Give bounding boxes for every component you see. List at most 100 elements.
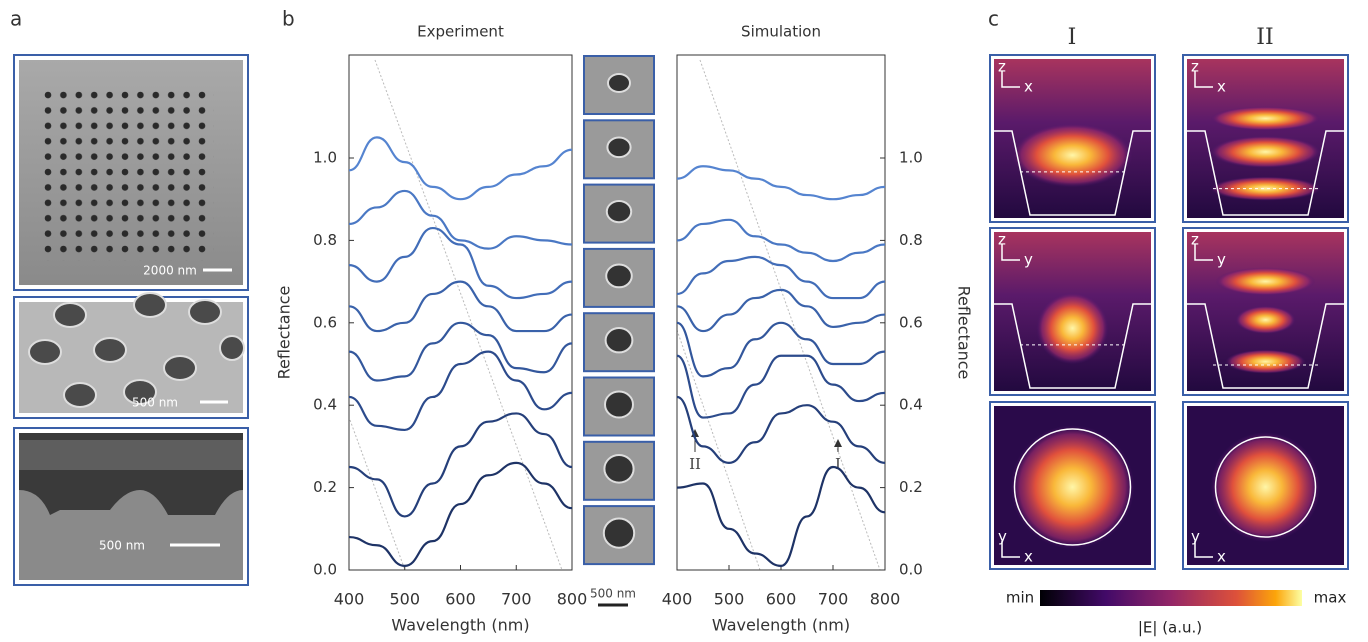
spectrum-line (348, 189, 573, 250)
x-tick-label: 400 (334, 590, 365, 609)
field-map: zx (1182, 54, 1349, 223)
structure-outline (1187, 130, 1344, 216)
chart-title: Simulation (741, 23, 821, 41)
arrow-head (834, 439, 842, 447)
sem-hole (604, 327, 634, 354)
colorbar-label: |E| (a.u.) (1138, 619, 1202, 637)
field-hotspot (1010, 425, 1135, 549)
spectrum-line (676, 165, 886, 201)
x-tick-label: 700 (501, 590, 532, 609)
x-axis-label: Wavelength (nm) (712, 616, 850, 635)
guide-line (374, 59, 563, 571)
field-hotspot (1225, 349, 1306, 374)
y-tick-label: 0.6 (899, 313, 923, 331)
spectrum-line (676, 288, 886, 333)
spectrum-line (348, 136, 573, 201)
field-map: zx (989, 54, 1156, 223)
axis-indicator (1001, 541, 1020, 558)
x-tick-label: 800 (557, 590, 588, 609)
sem-hole (605, 200, 633, 224)
axis-indicator (1194, 71, 1213, 88)
field-hotspot (1210, 135, 1321, 168)
sem-image: 500 nm (13, 427, 249, 586)
panel-label: c (988, 7, 999, 31)
y-tick-label: 0.0 (313, 561, 337, 579)
x-tick-label: 700 (818, 590, 849, 609)
colorbar-min: min (1006, 589, 1034, 607)
sem-thumbnail (583, 505, 655, 566)
scale-bar-label: 500 nm (99, 539, 145, 553)
sem-hole (604, 390, 634, 419)
spectrum-line (676, 255, 886, 300)
axis-indicator (1194, 244, 1213, 261)
guide-line (676, 329, 761, 571)
field-hotspot (1210, 432, 1321, 542)
x-tick-label: 600 (445, 590, 476, 609)
axis-label: z (998, 58, 1006, 76)
chart-title: Experiment (417, 23, 504, 41)
spectrum-line (676, 465, 886, 567)
axis-label: z (1191, 231, 1199, 249)
y-tick-label: 0.2 (899, 478, 923, 496)
spectrum-line (348, 280, 573, 333)
y-tick-label: 0.8 (899, 231, 923, 249)
y-tick-label: 0.8 (313, 231, 337, 249)
y-tick-label: 0.2 (313, 478, 337, 496)
field-map: yx (989, 401, 1156, 570)
x-tick-label: 500 (389, 590, 420, 609)
sem-hole (606, 136, 632, 159)
sem-image: 500 nm (13, 292, 249, 419)
sem-hole (602, 517, 636, 549)
panel-label: b (282, 7, 295, 31)
spectrum-line (348, 321, 573, 382)
colorbar-max: max (1314, 589, 1347, 607)
field-hotspot (1036, 292, 1109, 365)
field-hotspot (1235, 305, 1296, 334)
x-tick-label: 800 (870, 590, 901, 609)
axis-label: z (1191, 58, 1199, 76)
axis-label: x (1217, 548, 1226, 566)
x-tick-label: 500 (714, 590, 745, 609)
annotation: II (689, 455, 701, 473)
y-tick-label: 0.4 (899, 396, 923, 414)
spectrum-line (348, 350, 573, 432)
structure-outline (994, 130, 1151, 216)
field-hotspot (1215, 267, 1316, 296)
map-border (1182, 227, 1349, 396)
axis-indicator (1001, 244, 1020, 261)
spectrum-line (676, 395, 886, 464)
map-border (1182, 401, 1349, 570)
field-map: zy (1182, 227, 1349, 396)
x-tick-label: 400 (662, 590, 693, 609)
sem-hole (605, 263, 633, 289)
axis-label: z (998, 231, 1006, 249)
x-tick-label: 600 (766, 590, 797, 609)
axis-indicator (1001, 71, 1020, 88)
map-border (989, 227, 1156, 396)
y-tick-label: 0.0 (899, 561, 923, 579)
axis-label: x (1024, 78, 1033, 96)
colorbar (1040, 590, 1302, 606)
map-border (989, 401, 1156, 570)
field-map: zy (989, 227, 1156, 396)
spectrum-line (676, 218, 886, 263)
spectrum-line (676, 321, 886, 378)
sem-hole (607, 73, 631, 93)
axis-label: x (1024, 548, 1033, 566)
y-tick-label: 1.0 (899, 149, 923, 167)
spectrum-line (676, 354, 886, 419)
axis-label: x (1217, 78, 1226, 96)
axis-label: y (998, 528, 1007, 546)
scale-bar-label: 500 nm (590, 587, 636, 601)
y-tick-label: 1.0 (313, 149, 337, 167)
annotation: I (835, 455, 841, 473)
scale-bar-label: 500 nm (132, 396, 178, 410)
map-border (989, 54, 1156, 223)
field-hotspot (1012, 123, 1133, 188)
plot-frame (348, 54, 573, 571)
map-border (1182, 54, 1349, 223)
sem-hole (603, 454, 635, 484)
sem-image: 2000 nm (13, 54, 249, 291)
field-hotspot (1210, 176, 1321, 201)
y-axis-label: Reflectance (955, 286, 974, 380)
